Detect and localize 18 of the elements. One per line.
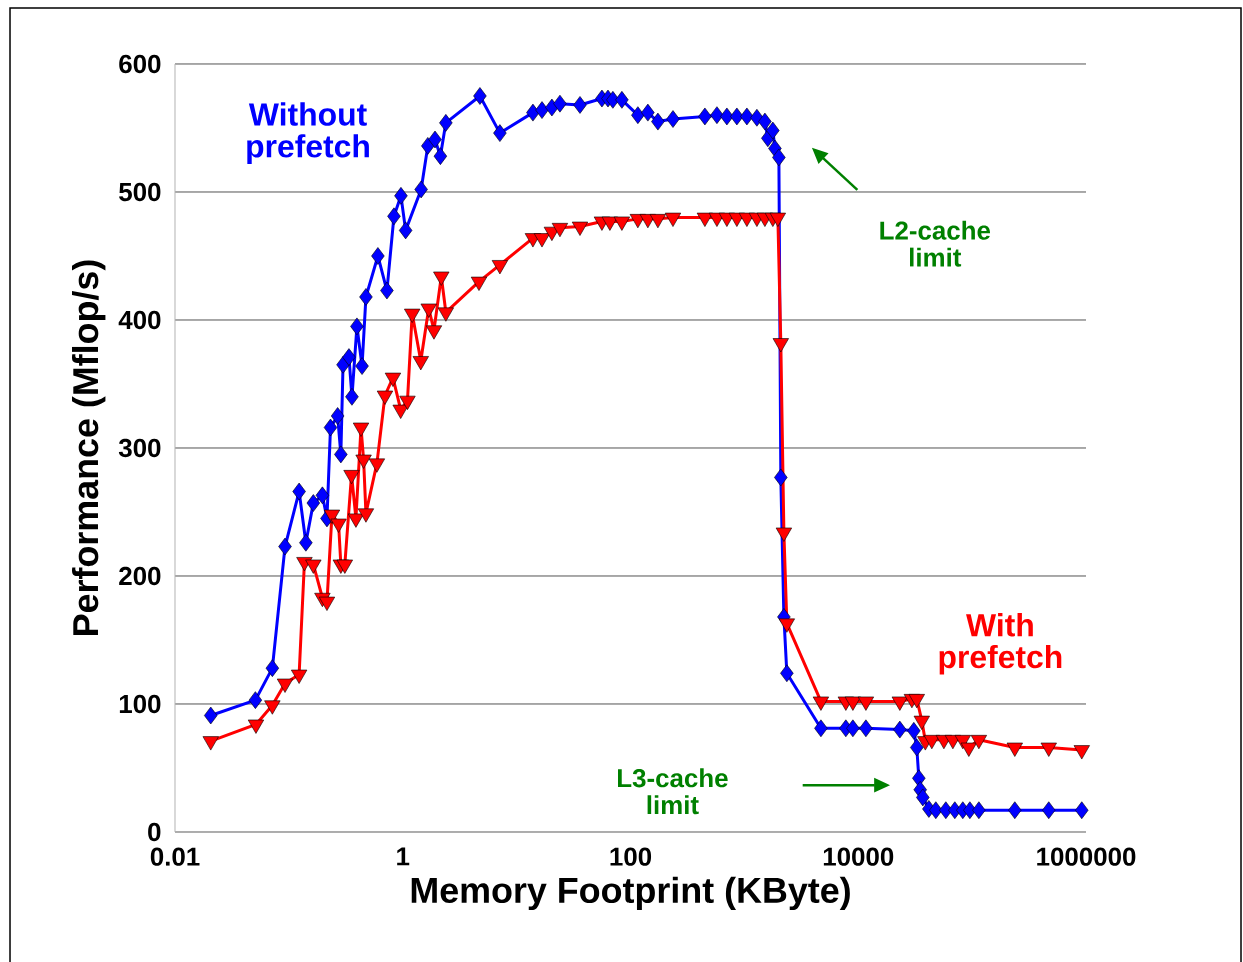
y-tick-label: 300 — [118, 438, 161, 458]
y-tick-label: 200 — [119, 566, 161, 586]
x-axis-title: Memory Footprint (KByte) — [411, 876, 850, 911]
series-label: With prefetch — [939, 613, 1062, 675]
y-tick-label: 500 — [119, 182, 161, 202]
annotation: L2-cache limit — [880, 220, 991, 267]
y-axis-title: Performance (Mflop/s) — [72, 260, 106, 635]
x-tick-label: 10000 — [823, 847, 894, 866]
x-tick-label: 0.01 — [150, 847, 200, 866]
x-tick-label: 1000000 — [1037, 847, 1136, 866]
y-tick-label: 400 — [118, 310, 161, 330]
annotation: L3-cache limit — [618, 768, 728, 815]
y-tick-label: 600 — [119, 54, 161, 74]
series-label: Without prefetch — [247, 102, 369, 164]
x-tick-label: 1 — [397, 847, 410, 866]
x-tick-label: 100 — [610, 847, 652, 866]
y-tick-label: 100 — [119, 694, 161, 714]
y-tick-label: 0 — [148, 822, 161, 842]
